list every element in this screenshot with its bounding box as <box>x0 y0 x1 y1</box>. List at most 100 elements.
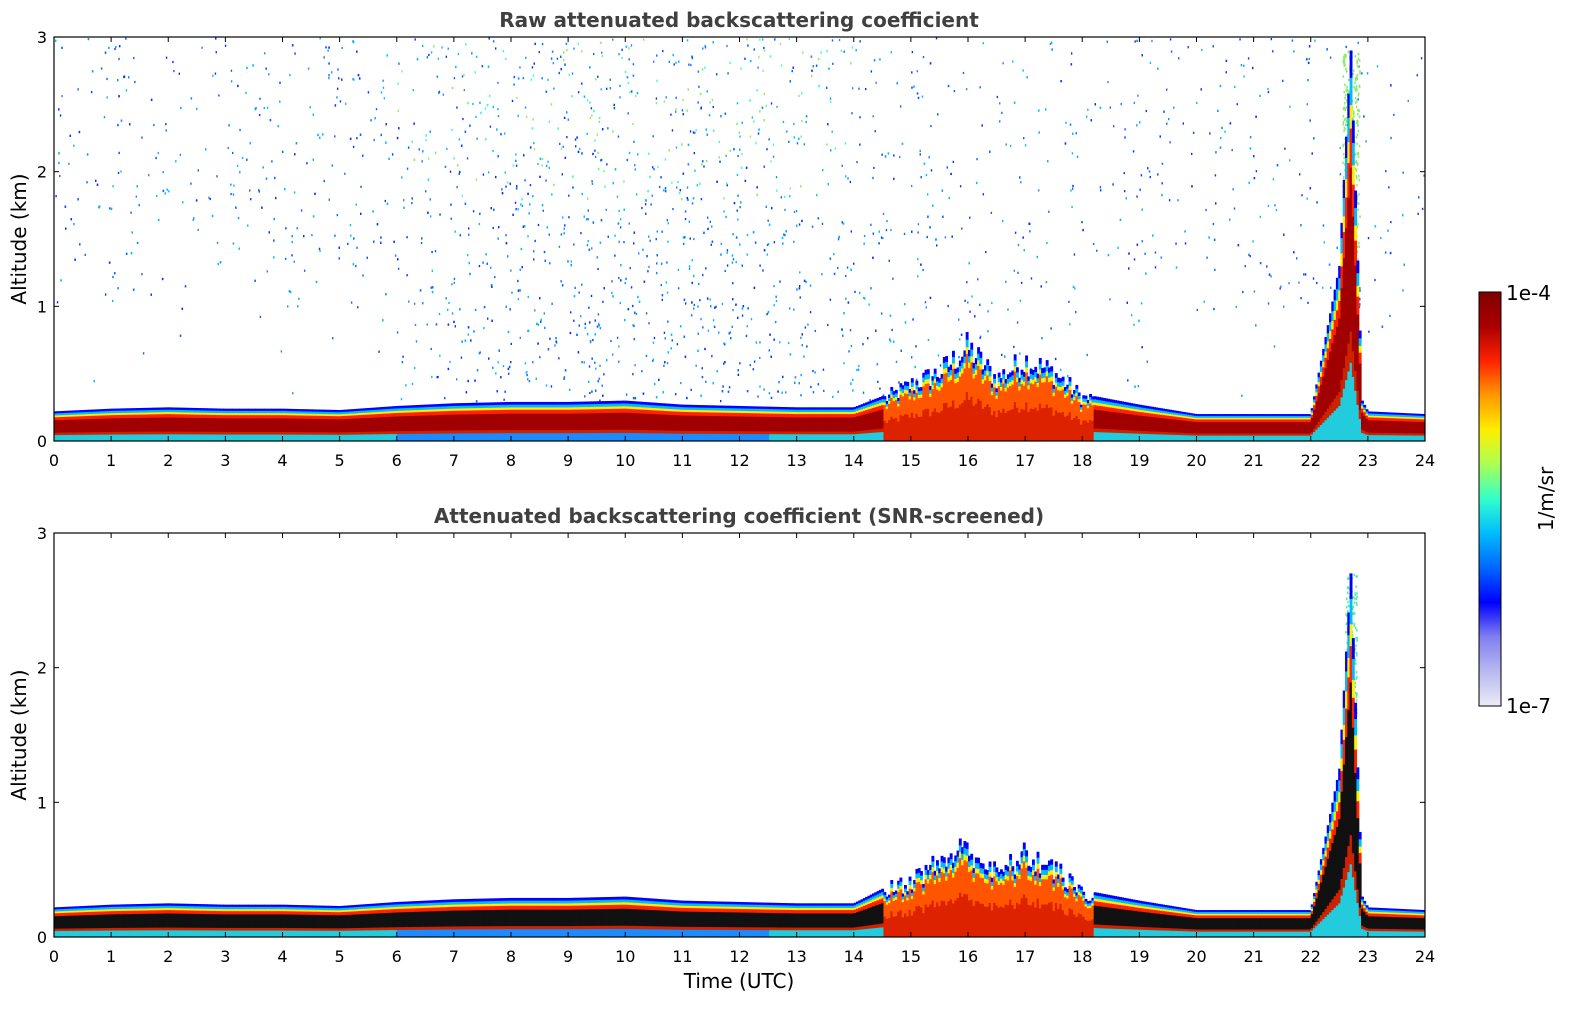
boundary-layer-column <box>266 408 270 441</box>
boundary-layer-cell <box>184 417 188 433</box>
boundary-layer-cell <box>449 410 453 416</box>
noise-point <box>755 142 757 145</box>
noise-point <box>723 342 725 345</box>
boundary-layer-column <box>323 409 327 441</box>
boundary-layer-cell <box>524 404 528 409</box>
noise-point <box>1141 54 1143 57</box>
boundary-layer-cell <box>90 419 94 433</box>
boundary-layer-cell <box>252 418 256 433</box>
noise-point <box>603 287 605 290</box>
noise-point <box>1220 136 1222 140</box>
boundary-layer-cell <box>202 412 206 416</box>
boundary-layer-cell <box>54 432 57 436</box>
noise-point <box>289 74 291 77</box>
boundary-layer-column <box>469 402 473 441</box>
plume-point <box>1342 144 1345 148</box>
noise-point <box>385 141 387 144</box>
noise-point <box>411 382 414 386</box>
boundary-layer-cell <box>124 410 128 414</box>
boundary-layer-cell <box>122 414 126 419</box>
boundary-layer-cell <box>472 405 476 409</box>
boundary-layer-cell <box>490 433 494 441</box>
noise-point <box>691 202 694 205</box>
boundary-layer-cell <box>120 434 124 441</box>
noise-point <box>581 192 583 196</box>
boundary-layer-cell <box>287 415 290 420</box>
boundary-layer-cell <box>81 414 85 417</box>
boundary-layer-cell <box>481 433 485 441</box>
boundary-layer-cell <box>488 407 492 411</box>
boundary-layer-cell <box>392 408 396 412</box>
noise-point <box>687 143 690 146</box>
boundary-layer-cell <box>472 414 476 431</box>
boundary-layer-cell <box>309 409 313 413</box>
boundary-layer-cell <box>346 418 350 433</box>
boundary-layer-cell <box>152 434 156 441</box>
boundary-layer-cell <box>316 432 320 436</box>
boundary-layer-cell <box>163 412 167 415</box>
boundary-layer-cell <box>371 434 375 441</box>
noise-point <box>576 136 578 139</box>
boundary-layer-cell <box>451 433 455 441</box>
boundary-layer-cell <box>156 407 160 411</box>
boundary-layer-cell <box>485 405 489 409</box>
boundary-layer-cell <box>243 415 247 419</box>
noise-point <box>519 268 521 271</box>
noise-point <box>273 239 275 242</box>
plume-point <box>1346 100 1348 103</box>
noise-point <box>900 349 902 352</box>
noise-point <box>255 107 257 110</box>
noise-point <box>59 114 62 117</box>
noise-point <box>913 85 915 88</box>
noise-point <box>1420 57 1423 60</box>
noise-point <box>421 160 423 163</box>
boundary-layer-cell <box>456 405 460 410</box>
noise-point <box>1048 210 1050 213</box>
boundary-layer-cell <box>362 434 366 441</box>
noise-point <box>701 367 703 370</box>
noise-point <box>890 228 892 232</box>
boundary-layer-cell <box>362 418 366 433</box>
noise-point <box>911 71 913 74</box>
noise-point <box>192 218 195 221</box>
noise-point <box>93 380 96 383</box>
boundary-layer-cell <box>526 401 530 406</box>
noise-point <box>1316 201 1318 204</box>
boundary-layer-cell <box>332 412 336 415</box>
boundary-layer-cell <box>385 413 389 418</box>
noise-point <box>843 312 845 315</box>
plot-area <box>54 37 1425 441</box>
boundary-layer-cell <box>209 434 213 441</box>
noise-point <box>769 55 772 58</box>
noise-point <box>617 222 619 225</box>
noise-point <box>317 133 319 136</box>
boundary-layer-cell <box>296 411 300 415</box>
noise-point <box>915 345 917 348</box>
boundary-layer-cell <box>271 434 274 441</box>
noise-point <box>656 262 658 265</box>
boundary-layer-cell <box>373 414 377 419</box>
boundary-layer-cell <box>193 414 197 419</box>
noise-point <box>661 298 664 301</box>
boundary-layer-cell <box>101 434 105 441</box>
noise-point <box>733 201 736 205</box>
noise-point <box>555 340 557 343</box>
boundary-layer-cell <box>513 430 517 434</box>
boundary-layer-cell <box>268 413 272 416</box>
boundary-layer-column <box>364 408 368 441</box>
boundary-layer-cell <box>236 434 240 441</box>
noise-point <box>1241 394 1243 397</box>
noise-point <box>435 323 438 326</box>
noise-point <box>453 320 455 324</box>
boundary-layer-cell <box>181 417 185 433</box>
noise-point <box>866 337 869 340</box>
boundary-layer-cell <box>323 419 327 433</box>
boundary-layer-cell <box>252 415 256 419</box>
noise-point <box>644 203 647 206</box>
boundary-layer-cell <box>506 433 510 441</box>
noise-point <box>798 284 801 288</box>
noise-point <box>430 347 432 351</box>
boundary-layer-cell <box>133 434 137 441</box>
boundary-layer-cell <box>435 404 439 408</box>
boundary-layer-cell <box>143 434 146 441</box>
